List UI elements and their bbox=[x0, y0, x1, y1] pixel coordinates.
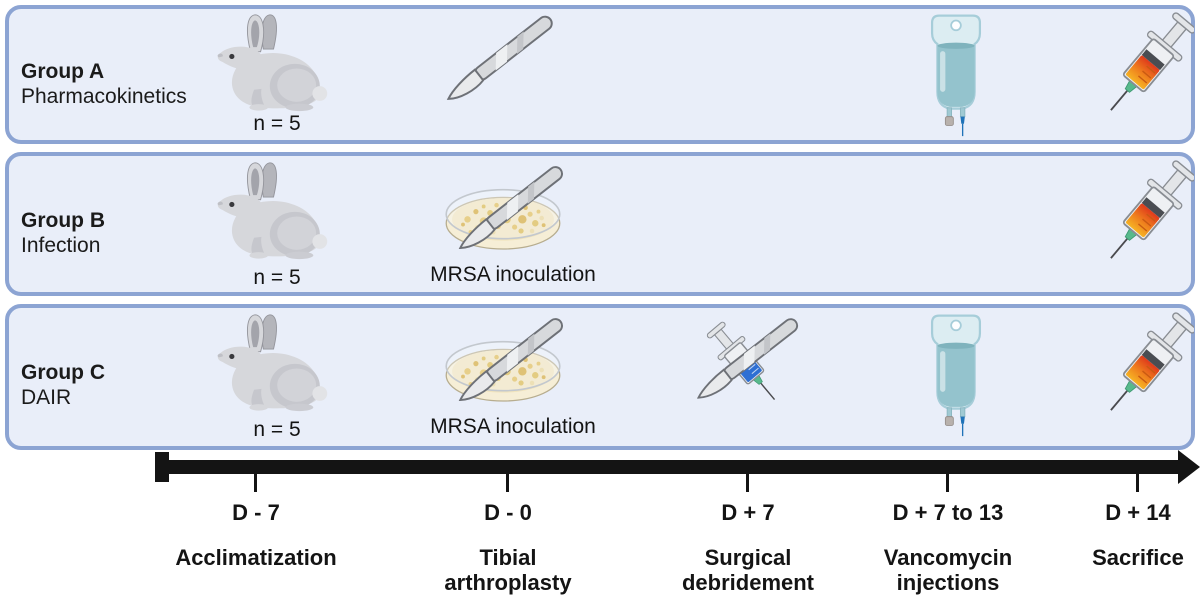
timeline-day-label: D + 7 bbox=[721, 500, 775, 525]
syringe-icon bbox=[1102, 309, 1194, 415]
sample-size-label: n = 5 bbox=[253, 112, 301, 135]
timeline-event-label: Acclimatization bbox=[175, 545, 337, 570]
group-subtitle: Pharmacokinetics bbox=[21, 85, 187, 108]
timeline-day-label: D - 7 bbox=[232, 500, 280, 525]
timeline-tick bbox=[946, 472, 949, 492]
rabbit-icon bbox=[205, 312, 330, 412]
timeline-day-label: D + 14 bbox=[1105, 500, 1171, 525]
group-b-label: Group B Infection bbox=[21, 208, 105, 258]
group-subtitle: Infection bbox=[21, 234, 101, 257]
group-name: Group A bbox=[21, 60, 105, 83]
group-name: Group B bbox=[21, 209, 105, 232]
sample-size-label: n = 5 bbox=[253, 266, 301, 289]
timeline-tick bbox=[506, 472, 509, 492]
scalpel-icon bbox=[436, 8, 562, 108]
timeline-event-label: Vancomycin injections bbox=[883, 545, 1013, 595]
group-name: Group C bbox=[21, 361, 105, 384]
timeline-arrowhead-icon bbox=[1178, 450, 1200, 484]
petri-dish-icon bbox=[428, 160, 578, 260]
group-subtitle: DAIR bbox=[21, 386, 72, 409]
rabbit-icon bbox=[205, 160, 330, 260]
petri-dish-icon bbox=[428, 312, 578, 412]
timeline-tick bbox=[1136, 472, 1139, 492]
debridement-syringe-scalpel-icon bbox=[676, 312, 814, 416]
timeline-event-label: Sacrifice bbox=[1092, 545, 1184, 570]
syringe-icon bbox=[1102, 9, 1194, 115]
timeline-tick bbox=[254, 472, 257, 492]
timeline-tick bbox=[746, 472, 749, 492]
syringe-icon bbox=[1102, 157, 1194, 263]
rabbit-icon bbox=[205, 12, 330, 112]
timeline-event-label: Tibial arthroplasty bbox=[444, 545, 572, 595]
iv-bag-icon bbox=[925, 10, 987, 140]
iv-bag-icon bbox=[925, 310, 987, 440]
sample-size-label: n = 5 bbox=[253, 418, 301, 441]
panel-group-b: Group B Infection bbox=[5, 152, 1195, 296]
mrsa-inoculation-label: MRSA inoculation bbox=[430, 415, 596, 438]
timeline-axis bbox=[157, 460, 1180, 474]
timeline-event-label: Surgical debridement bbox=[681, 545, 815, 595]
panel-group-a: Group A Pharmacokinetics bbox=[5, 5, 1195, 144]
mrsa-inoculation-label: MRSA inoculation bbox=[430, 263, 596, 286]
panel-group-c: Group C DAIR bbox=[5, 304, 1195, 450]
group-c-label: Group C DAIR bbox=[21, 360, 105, 410]
group-a-label: Group A Pharmacokinetics bbox=[21, 59, 187, 109]
timeline-day-label: D - 0 bbox=[484, 500, 532, 525]
timeline-day-label: D + 7 to 13 bbox=[892, 500, 1004, 525]
